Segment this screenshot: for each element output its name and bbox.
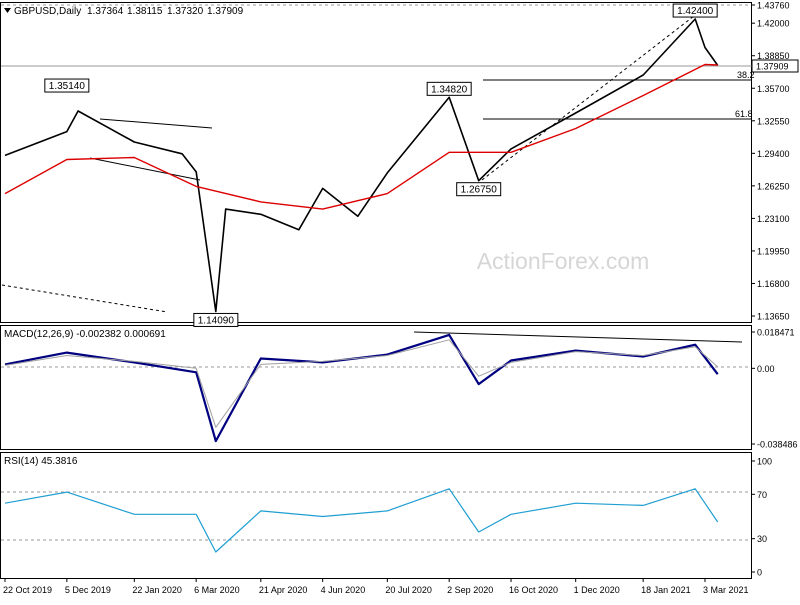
date-axis-label: 20 Jul 2020 [385, 585, 432, 595]
price-axis-label: 1.13650 [757, 312, 790, 322]
rsi-axis-label: 0 [757, 568, 762, 578]
channel-upper-line [99, 118, 213, 129]
date-axis-label: 3 Mar 2021 [703, 585, 749, 595]
price-annotations: 1.35140 1.14090 1.34820 1.26750 1.42400 [44, 3, 718, 327]
price-label-box [672, 3, 718, 18]
signal-line [4, 339, 719, 428]
rsi-header: RSI(14) 45.3816 [4, 456, 78, 467]
date-axis-label: 2 Sep 2020 [447, 585, 493, 595]
price-label-box [456, 182, 502, 197]
price-axis-label: 1.43760 [757, 1, 790, 11]
date-axis-label: 22 Jan 2020 [132, 585, 182, 595]
price-header: GBPUSD,Daily 1.37364 1.38115 1.37320 1.3… [4, 6, 244, 17]
price-trendlines [1, 15, 752, 313]
macd-divergence-line [413, 331, 743, 343]
price-axis-label: 1.19950 [757, 246, 790, 256]
price-panel-frame [0, 2, 752, 323]
price-label: 1.14090 [198, 315, 235, 326]
date-axis-label: 21 Apr 2020 [259, 585, 308, 595]
price-series [4, 18, 719, 313]
price-axis-label: 1.23100 [757, 214, 790, 224]
rsi-panel-frame [0, 452, 752, 579]
price-label: 1.26750 [461, 185, 498, 196]
ohlc-close: 1.37909 [207, 6, 244, 17]
price-label: 1.34820 [431, 84, 468, 95]
axis-labels: 1.43760 1.42000 1.38850 1.35700 1.32550 1.294… [3, 1, 798, 596]
date-axis-label: 22 Oct 2019 [3, 585, 52, 595]
macd-axis-label: -0.038486 [757, 440, 798, 450]
date-axis-label: 1 Dec 2020 [574, 585, 620, 595]
price-axis-label: 1.38850 [757, 51, 790, 61]
macd-panel-frame [0, 325, 752, 450]
macd-axis-label: 0.00 [757, 364, 775, 374]
date-axis-label: 18 Jan 2021 [641, 585, 691, 595]
price-axis-label: 1.32550 [757, 116, 790, 126]
rising-dashed-line [481, 15, 695, 181]
close-price-line [4, 18, 719, 313]
last-price-marker: 1.37909 [751, 59, 799, 73]
price-label-box [44, 78, 90, 93]
price-axis-label: 1.16800 [757, 279, 790, 289]
rsi-line [4, 488, 719, 553]
watermark: ActionForex.com [477, 248, 650, 274]
moving-average-line [4, 63, 718, 210]
price-label: 1.35140 [49, 81, 86, 92]
date-axis-label: 16 Oct 2020 [509, 585, 558, 595]
symbol-arrow-icon [4, 8, 11, 13]
price-label-box [426, 81, 472, 96]
fib-618-label: 61.8 [735, 109, 753, 119]
rsi-axis-label: 30 [757, 534, 767, 544]
price-axis-label: 1.42000 [757, 19, 790, 29]
ohlc-low: 1.37320 [167, 6, 204, 17]
date-axis-label: 4 Jun 2020 [321, 585, 366, 595]
price-label: 1.42400 [677, 6, 714, 17]
date-axis-label: 6 Mar 2020 [194, 585, 240, 595]
rsi-axis-label: 70 [757, 490, 767, 500]
ohlc-open: 1.37364 [87, 6, 124, 17]
date-axis-label: 5 Dec 2019 [65, 585, 111, 595]
price-axis-label: 1.35700 [757, 84, 790, 94]
macd-series [4, 333, 719, 443]
price-label-box [193, 312, 239, 327]
channel-lower-line [89, 157, 201, 181]
fib-382-label: 38.2 [737, 70, 755, 80]
last-price-value: 1.37909 [756, 62, 789, 72]
price-axis-label: 1.26250 [757, 181, 790, 191]
rsi-level-lines [1, 491, 751, 541]
symbol-label: GBPUSD,Daily [14, 6, 81, 17]
price-axis-label: 1.29400 [757, 149, 790, 159]
long-term-dashed-line [1, 284, 168, 313]
rsi-series [4, 488, 719, 553]
macd-axis-label: 0.018471 [757, 328, 795, 338]
rsi-axis-label: 100 [757, 457, 772, 467]
ohlc-high: 1.38115 [127, 6, 163, 17]
macd-header: MACD(12,26,9) -0.002382 0.000691 [4, 329, 166, 340]
